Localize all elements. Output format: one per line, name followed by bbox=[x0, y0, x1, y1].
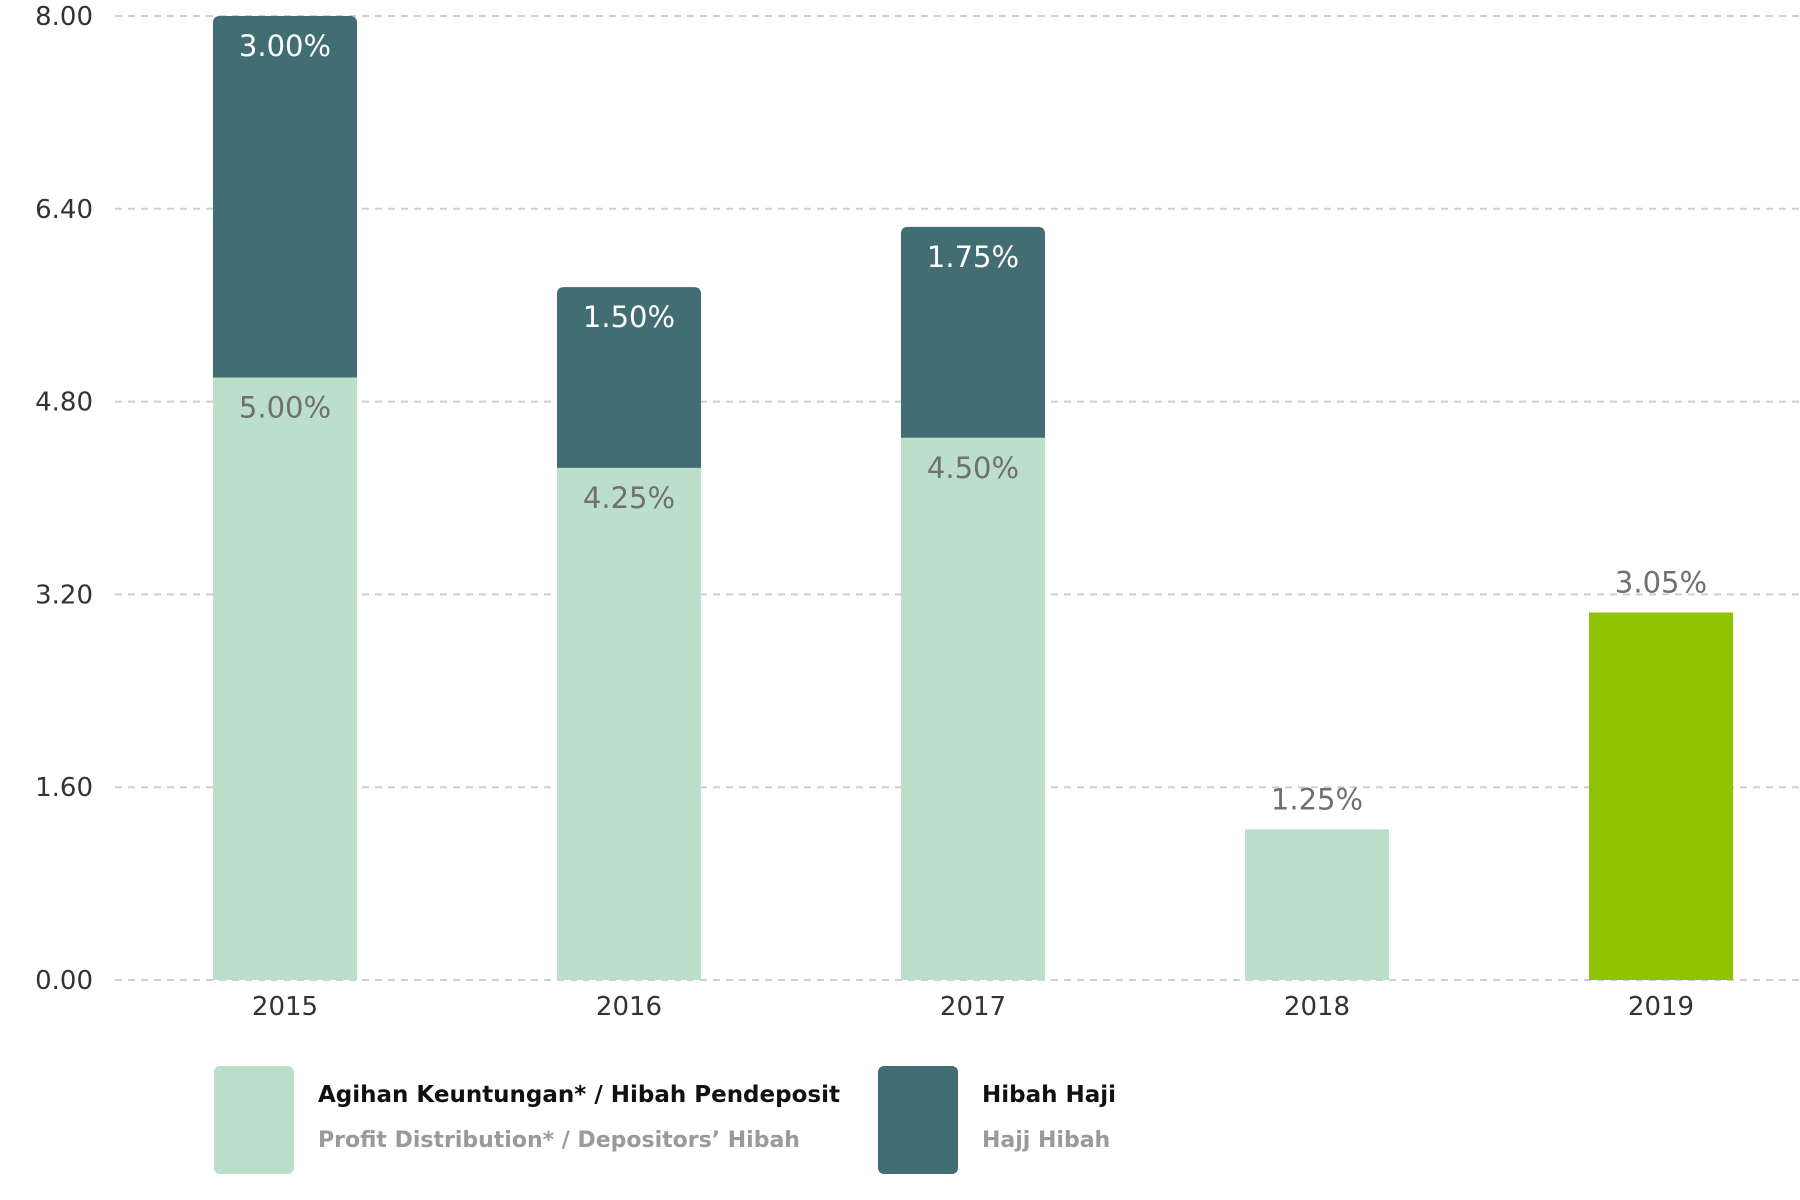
x-category-label: 2018 bbox=[1284, 992, 1350, 1022]
bar-hajj-hibah-2016 bbox=[557, 287, 701, 468]
bar-profit-distribution-2019 bbox=[1589, 612, 1733, 980]
legend-swatch-hajj-hibah bbox=[878, 1066, 958, 1174]
legend: Agihan Keuntungan* / Hibah Pendeposit Pr… bbox=[214, 1066, 1116, 1174]
y-tick-label: 6.40 bbox=[35, 195, 93, 225]
bar-hajj-hibah-2015 bbox=[213, 16, 357, 378]
legend-label-profit-distribution: Agihan Keuntungan* / Hibah Pendeposit bbox=[318, 1082, 840, 1108]
bar-profit-distribution-2016 bbox=[557, 467, 701, 980]
data-label-profit-distribution-2016: 4.25% bbox=[583, 481, 675, 515]
data-label-profit-distribution-2017: 4.50% bbox=[927, 451, 1019, 485]
legend-swatch-profit-distribution bbox=[214, 1066, 294, 1174]
y-tick-label: 8.00 bbox=[35, 2, 93, 32]
data-label-profit-distribution-2018: 1.25% bbox=[1271, 782, 1363, 816]
data-label-hajj-hibah-2016: 1.50% bbox=[583, 300, 675, 334]
y-axis-ticks: 0.00 1.60 3.20 4.80 6.40 8.00 bbox=[35, 2, 93, 996]
y-tick-label: 1.60 bbox=[35, 773, 93, 803]
bars bbox=[213, 16, 1733, 980]
x-axis-categories: 2015 2016 2017 2018 2019 bbox=[252, 992, 1694, 1022]
data-label-profit-distribution-2015: 5.00% bbox=[239, 391, 331, 425]
legend-text-profit-distribution: Agihan Keuntungan* / Hibah Pendeposit Pr… bbox=[318, 1066, 840, 1153]
y-tick-label: 3.20 bbox=[35, 580, 93, 610]
data-label-hajj-hibah-2015: 3.00% bbox=[239, 29, 331, 63]
legend-sublabel-profit-distribution: Profit Distribution* / Depositors’ Hibah bbox=[318, 1128, 800, 1153]
data-labels: 3.00% 5.00% 1.50% 4.25% 1.75% 4.50% 1.25% 3.05% bbox=[239, 29, 1707, 816]
bar-chart: 0.00 1.60 3.20 4.80 6.40 8.00 3.00% 5.00% 1.50%… bbox=[35, 2, 1800, 1022]
bar-profit-distribution-2015 bbox=[213, 377, 357, 980]
bar-hajj-hibah-2017 bbox=[901, 226, 1045, 438]
data-label-profit-distribution-2019: 3.05% bbox=[1615, 565, 1707, 599]
y-tick-label: 4.80 bbox=[35, 388, 93, 418]
grid-lines bbox=[115, 15, 1800, 981]
legend-item-hajj-hibah: Hibah Haji Hajj Hibah bbox=[878, 1066, 1116, 1174]
legend-item-profit-distribution: Agihan Keuntungan* / Hibah Pendeposit Pr… bbox=[214, 1066, 878, 1174]
data-label-hajj-hibah-2017: 1.75% bbox=[927, 240, 1019, 274]
x-category-label: 2015 bbox=[252, 992, 318, 1022]
x-category-label: 2019 bbox=[1628, 992, 1694, 1022]
bar-profit-distribution-2017 bbox=[901, 437, 1045, 980]
legend-text-hajj-hibah: Hibah Haji Hajj Hibah bbox=[982, 1066, 1116, 1153]
x-category-label: 2016 bbox=[596, 992, 662, 1022]
legend-sublabel-hajj-hibah: Hajj Hibah bbox=[982, 1128, 1111, 1153]
bar-profit-distribution-2018 bbox=[1245, 829, 1389, 980]
y-tick-label: 0.00 bbox=[35, 966, 93, 996]
x-category-label: 2017 bbox=[940, 992, 1006, 1022]
legend-label-hajj-hibah: Hibah Haji bbox=[982, 1082, 1117, 1108]
